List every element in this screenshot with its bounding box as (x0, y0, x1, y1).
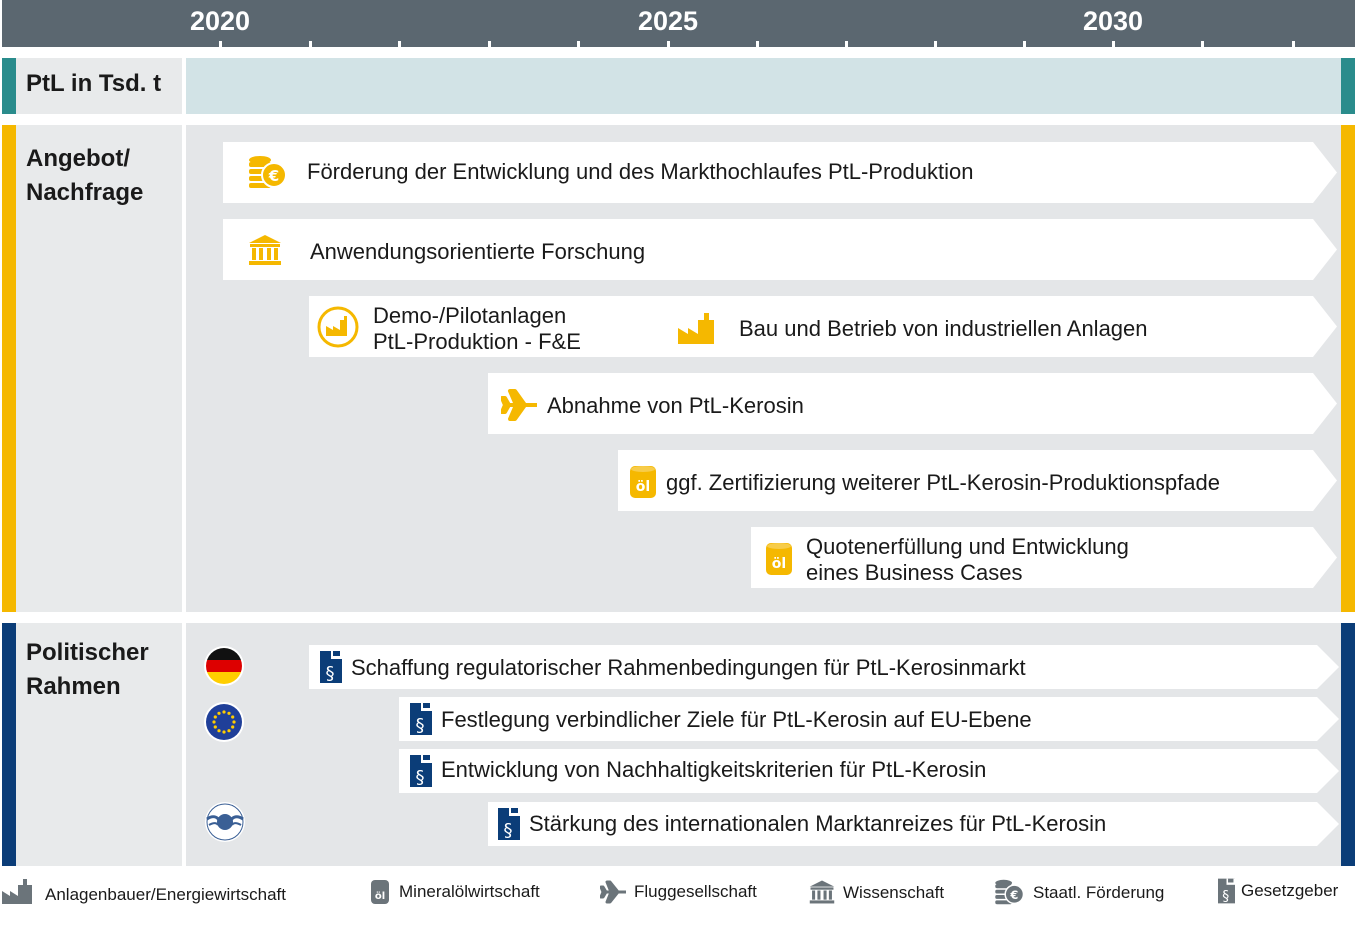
bar-rahmenbedingungen (309, 645, 1339, 689)
icao-emblem-icon (205, 802, 245, 842)
supply-label-line1: Angebot/ (26, 145, 130, 172)
svg-text:§: § (326, 663, 335, 683)
bar-zertifizierung (618, 450, 1337, 511)
oil-barrel-icon: öl (766, 543, 792, 575)
year-tick (934, 41, 937, 47)
policy-accent-right (1341, 623, 1355, 866)
bar-abnahme-text: Abnahme von PtL-Kerosin (547, 393, 804, 418)
year-tick (667, 41, 670, 47)
legend-mineraloel: Mineralölwirtschaft (399, 882, 540, 901)
timeline-year-bar: 2020 2025 2030 (2, 0, 1355, 47)
year-tick (845, 41, 848, 47)
legend-staatl-foerderung: Staatl. Förderung (1033, 883, 1165, 902)
legend-fluggesellschaft: Fluggesellschaft (634, 882, 757, 901)
ptl-label: PtL in Tsd. t (26, 70, 162, 97)
year-tick (577, 41, 580, 47)
bar-abnahme (488, 373, 1337, 434)
bar-marktanreiz-text: Stärkung des internationalen Marktanreiz… (529, 811, 1107, 836)
year-tick (219, 41, 222, 47)
svg-text:§: § (416, 715, 425, 735)
bar-quotenerfuellung-line2: eines Business Cases (806, 560, 1023, 585)
airplane-icon (600, 880, 626, 904)
supply-section-label: Angebot/ Nachfrage (26, 142, 143, 210)
paragraph-law-icon: § (410, 703, 432, 735)
bar-quotenerfuellung-text: Quotenerfüllung und Entwicklung eines Bu… (806, 534, 1129, 586)
oil-barrel-icon: öl (630, 466, 656, 498)
bar-quotenerfuellung (751, 527, 1337, 588)
bar-marktanreiz (488, 802, 1339, 846)
ptl-accent-left (2, 58, 16, 114)
year-tick (309, 41, 312, 47)
svg-text:öl: öl (375, 891, 385, 902)
bar-foerderung (223, 142, 1337, 203)
svg-text:§: § (1222, 888, 1229, 904)
ptl-values-band: 50 100 200 (186, 58, 1341, 154)
supply-accent-right (1341, 125, 1355, 612)
svg-text:öl: öl (636, 479, 650, 495)
policy-label-line2: Rahmen (26, 673, 121, 700)
svg-text:€: € (268, 167, 279, 185)
bar-foerderung-text: Förderung der Entwicklung und des Markth… (307, 159, 974, 184)
supply-accent-left (2, 125, 16, 612)
year-2020: 2020 (189, 6, 251, 36)
bar-nachhaltigkeit (399, 749, 1339, 793)
bar-eu-ziele (399, 697, 1339, 741)
svg-text:öl: öl (772, 556, 786, 572)
coins-euro-icon: € (995, 879, 1025, 905)
institution-icon (809, 880, 835, 904)
bar-industrielle-anlagen (647, 296, 1337, 357)
supply-label-box (2, 125, 182, 612)
eu-flag-icon (204, 702, 244, 742)
bar-demo-pilot (309, 296, 673, 357)
bar-eu-ziele-text: Festlegung verbindlicher Ziele für PtL-K… (441, 707, 1032, 732)
institution-icon (249, 235, 281, 265)
factory-icon (678, 313, 714, 344)
year-tick (1201, 41, 1204, 47)
policy-label-box (2, 623, 182, 866)
year-2030: 2030 (1082, 6, 1144, 36)
year-tick (398, 41, 401, 47)
svg-text:§: § (504, 820, 513, 840)
svg-text:§: § (416, 767, 425, 787)
year-tick (1112, 41, 1115, 47)
legend-anlagenbauer: Anlagenbauer/Energiewirtschaft (45, 885, 286, 904)
year-tick (1292, 41, 1295, 47)
bar-nachhaltigkeit-text: Entwicklung von Nachhaltigkeitskriterien… (441, 757, 987, 782)
year-2025: 2025 (637, 6, 699, 36)
bar-demo-pilot-line2: PtL-Produktion - F&E (373, 329, 581, 354)
paragraph-law-icon: § (320, 651, 342, 683)
bar-quotenerfuellung-line1: Quotenerfüllung und Entwicklung (806, 534, 1129, 559)
coins-euro-icon: € (249, 156, 287, 188)
ptl-label-box (2, 58, 182, 114)
policy-accent-left (2, 623, 16, 866)
oil-barrel-icon: öl (371, 880, 389, 904)
year-tick (756, 41, 759, 47)
paragraph-law-icon: § (1218, 878, 1235, 904)
bar-rahmenbedingungen-text: Schaffung regulatorischer Rahmenbedingun… (351, 655, 1026, 680)
paragraph-law-icon: § (410, 755, 432, 787)
bar-zertifizierung-text: ggf. Zertifizierung weiterer PtL-Kerosin… (666, 470, 1220, 495)
airplane-icon (501, 389, 537, 421)
bar-forschung-text: Anwendungsorientierte Forschung (310, 239, 646, 264)
policy-label-line1: Politischer (26, 639, 149, 666)
bar-demo-pilot-line1: Demo-/Pilotanlagen (373, 303, 567, 328)
year-tick (488, 41, 491, 47)
supply-label-line2: Nachfrage (26, 179, 144, 206)
factory-circle-icon (317, 306, 359, 348)
year-tick (1023, 41, 1026, 47)
policy-section-label: Politischer Rahmen (26, 636, 149, 704)
svg-text:€: € (1009, 888, 1018, 902)
factory-icon (2, 879, 32, 904)
ptl-accent-right (1341, 58, 1355, 114)
paragraph-law-icon: § (498, 808, 520, 840)
legend-gesetzgeber: Gesetzgeber (1241, 881, 1339, 900)
germany-flag-icon (204, 646, 244, 686)
bar-forschung (223, 219, 1337, 280)
bar-demo-pilot-text: Demo-/Pilotanlagen PtL-Produktion - F&E (373, 303, 581, 355)
bar-industrielle-anlagen-text: Bau und Betrieb von industriellen Anlage… (739, 316, 1148, 341)
legend-wissenschaft: Wissenschaft (843, 883, 945, 902)
